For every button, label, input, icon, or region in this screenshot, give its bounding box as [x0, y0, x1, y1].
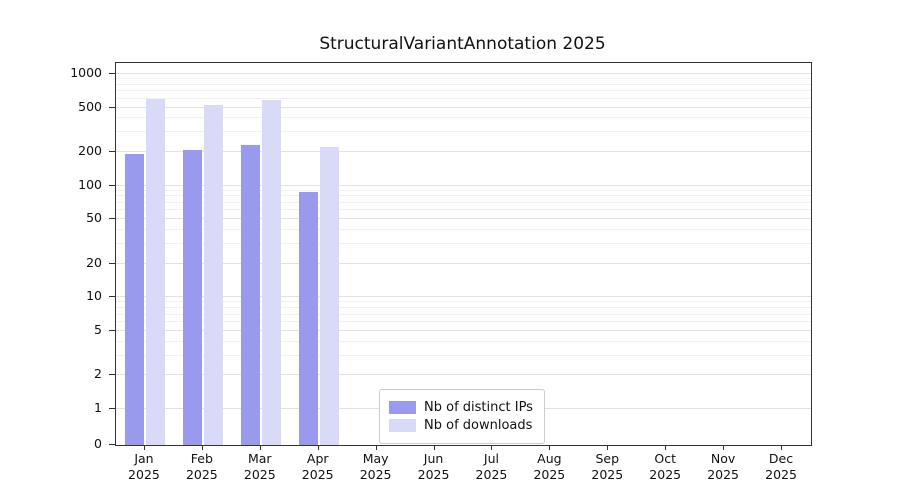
x-tick-mark — [259, 445, 261, 450]
x-tick-label-aug: Aug 2025 — [533, 451, 566, 482]
y-tick-label: 1000 — [70, 64, 102, 80]
bar-downloads-apr — [319, 147, 339, 445]
x-tick-mark — [317, 445, 319, 450]
x-tick-mark — [549, 445, 551, 450]
bar-distinct-ips-mar — [240, 145, 260, 445]
gridline-minor — [116, 90, 811, 92]
x-tick-mark — [665, 445, 667, 450]
legend-label-distinct-ips: Nb of distinct IPs — [424, 400, 533, 415]
legend-row: Nb of distinct IPs — [389, 400, 533, 415]
x-tick-label-sep: Sep 2025 — [591, 451, 624, 482]
y-tick-label: 500 — [78, 98, 102, 114]
y-tick-label: 5 — [94, 321, 102, 337]
x-tick-label-jan: Jan 2025 — [128, 451, 160, 482]
x-tick-mark — [201, 445, 203, 450]
x-tick-label-dec: Dec 2025 — [765, 451, 797, 482]
legend: Nb of distinct IPs Nb of downloads — [379, 389, 545, 444]
chart-title: StructuralVariantAnnotation 2025 — [319, 34, 606, 54]
x-tick-label-may: May 2025 — [359, 451, 392, 482]
y-tick-mark — [109, 444, 115, 445]
y-tick-label: 100 — [78, 176, 102, 192]
y-tick-mark — [109, 296, 115, 298]
x-tick-label-jun: Jun 2025 — [417, 451, 450, 482]
x-tick-mark — [491, 445, 493, 450]
gridline-minor — [116, 78, 811, 80]
bar-downloads-mar — [261, 100, 281, 445]
x-tick-mark — [607, 445, 609, 450]
legend-row: Nb of downloads — [389, 418, 533, 433]
y-tick-label: 200 — [78, 142, 102, 158]
y-tick-mark — [109, 218, 115, 220]
y-tick-mark — [109, 184, 115, 186]
bar-downloads-feb — [203, 104, 223, 445]
x-tick-mark — [375, 445, 377, 450]
x-tick-label-mar: Mar 2025 — [243, 451, 276, 482]
x-tick-label-apr: Apr 2025 — [301, 451, 334, 482]
y-tick-label: 1 — [94, 400, 102, 415]
y-tick-label: 20 — [86, 254, 102, 270]
gridline-minor — [116, 97, 811, 99]
x-tick-label-jul: Jul 2025 — [475, 451, 508, 482]
y-tick-label: 50 — [86, 210, 102, 226]
y-tick-label: 2 — [94, 366, 102, 382]
x-tick-mark — [433, 445, 435, 450]
y-tick-mark — [109, 329, 115, 331]
x-tick-mark — [781, 445, 783, 450]
legend-swatch-downloads — [389, 419, 416, 432]
legend-swatch-distinct-ips — [389, 401, 416, 414]
x-tick-label-feb: Feb 2025 — [185, 451, 218, 482]
bar-distinct-ips-feb — [182, 149, 202, 445]
gridline-minor — [116, 83, 811, 85]
x-tick-mark — [143, 445, 145, 450]
y-tick-mark — [109, 150, 115, 152]
x-tick-label-oct: Oct 2025 — [649, 451, 682, 482]
y-tick-label: 10 — [86, 288, 102, 304]
bar-distinct-ips-jan — [124, 154, 144, 445]
y-tick-label: 0 — [94, 436, 102, 451]
bar-distinct-ips-apr — [298, 191, 318, 445]
x-tick-label-nov: Nov 2025 — [707, 451, 740, 482]
y-tick-mark — [109, 374, 115, 376]
y-tick-mark — [109, 106, 115, 108]
plot-area: Nb of distinct IPs Nb of downloads — [115, 62, 812, 446]
x-tick-mark — [723, 445, 725, 450]
y-tick-mark — [109, 408, 115, 409]
y-tick-mark — [109, 262, 115, 264]
y-tick-mark — [109, 72, 115, 74]
gridline-major — [116, 72, 811, 74]
bar-downloads-jan — [145, 98, 165, 445]
legend-label-downloads: Nb of downloads — [424, 418, 533, 433]
